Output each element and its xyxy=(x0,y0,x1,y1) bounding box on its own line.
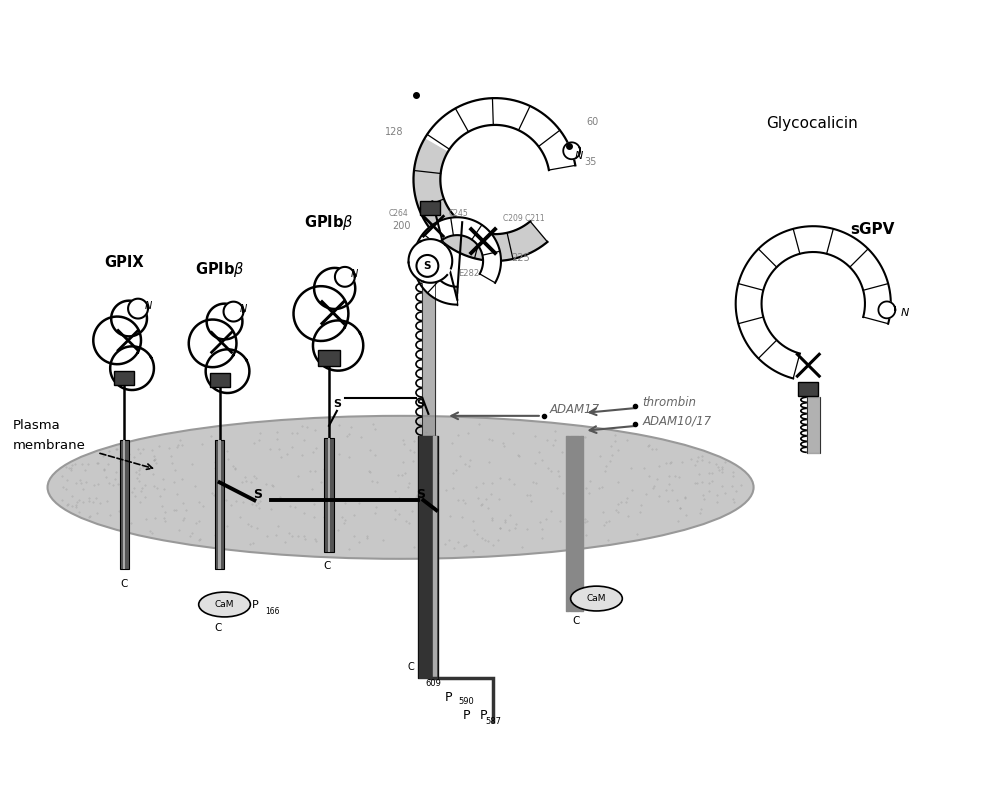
Text: C: C xyxy=(572,616,579,626)
Bar xyxy=(318,351,340,366)
Text: ADAM10/17: ADAM10/17 xyxy=(642,414,711,427)
Text: 128: 128 xyxy=(385,127,404,137)
Text: N: N xyxy=(144,301,152,310)
Text: S: S xyxy=(424,261,431,271)
Polygon shape xyxy=(736,226,891,378)
Polygon shape xyxy=(294,286,348,341)
Polygon shape xyxy=(313,321,363,370)
Polygon shape xyxy=(111,301,147,336)
Text: C209 C211: C209 C211 xyxy=(503,214,545,223)
Text: P: P xyxy=(429,500,435,510)
Ellipse shape xyxy=(199,592,250,617)
Text: S: S xyxy=(333,399,341,409)
Text: C: C xyxy=(214,623,221,634)
Text: ADAM17: ADAM17 xyxy=(550,403,600,416)
Circle shape xyxy=(416,255,438,277)
Text: C: C xyxy=(407,662,414,672)
Polygon shape xyxy=(207,303,242,340)
Text: GPIb$\beta$: GPIb$\beta$ xyxy=(304,214,354,232)
Bar xyxy=(328,437,330,552)
Bar xyxy=(798,382,818,396)
Polygon shape xyxy=(93,317,141,364)
Polygon shape xyxy=(335,267,355,287)
Text: 35: 35 xyxy=(585,157,597,166)
Polygon shape xyxy=(128,299,148,318)
Bar xyxy=(215,440,224,569)
Bar xyxy=(218,440,221,569)
Text: P: P xyxy=(445,691,452,704)
Text: S: S xyxy=(416,399,424,409)
Text: 166: 166 xyxy=(265,607,280,616)
Text: CaM: CaM xyxy=(215,600,234,609)
Text: sGPV: sGPV xyxy=(851,222,895,237)
Polygon shape xyxy=(413,139,547,261)
Text: GPIb$\beta$: GPIb$\beta$ xyxy=(195,260,244,279)
Text: C264: C264 xyxy=(389,210,409,218)
Text: Glycocalicin: Glycocalicin xyxy=(767,116,858,131)
Text: N: N xyxy=(240,303,247,314)
Text: N: N xyxy=(901,308,909,318)
Bar xyxy=(324,437,334,552)
Bar xyxy=(420,202,440,215)
Text: 587: 587 xyxy=(485,716,501,726)
Text: C: C xyxy=(323,561,331,571)
Polygon shape xyxy=(314,268,355,309)
Polygon shape xyxy=(189,320,236,367)
Polygon shape xyxy=(413,98,575,261)
Text: membrane: membrane xyxy=(13,439,86,452)
Text: S: S xyxy=(253,488,262,501)
Text: 609: 609 xyxy=(425,679,441,688)
Text: N: N xyxy=(574,151,583,161)
Text: P: P xyxy=(462,709,470,723)
Bar xyxy=(114,371,134,385)
Text: C: C xyxy=(429,520,435,529)
Polygon shape xyxy=(878,302,895,318)
Bar xyxy=(123,440,125,569)
Polygon shape xyxy=(224,302,243,322)
Text: 200: 200 xyxy=(392,221,411,231)
Ellipse shape xyxy=(571,586,622,611)
Text: P: P xyxy=(479,709,487,723)
Polygon shape xyxy=(413,217,501,305)
Text: 60: 60 xyxy=(587,117,599,127)
Bar xyxy=(120,440,129,569)
Polygon shape xyxy=(563,143,580,159)
Text: C245: C245 xyxy=(448,210,468,218)
Text: P: P xyxy=(252,600,259,609)
Text: thrombin: thrombin xyxy=(642,396,696,410)
Polygon shape xyxy=(409,239,452,283)
Text: CaM: CaM xyxy=(587,594,606,603)
Text: S: S xyxy=(416,488,425,501)
Polygon shape xyxy=(110,347,154,390)
Text: E282: E282 xyxy=(458,269,479,278)
Text: N: N xyxy=(351,269,358,279)
Polygon shape xyxy=(206,349,249,393)
Ellipse shape xyxy=(48,416,754,559)
Text: 590: 590 xyxy=(458,697,474,706)
Text: C: C xyxy=(120,578,128,589)
Text: 225: 225 xyxy=(511,253,530,263)
Text: GPIX: GPIX xyxy=(104,255,144,270)
Text: Plasma: Plasma xyxy=(13,419,60,433)
Bar xyxy=(210,374,230,387)
